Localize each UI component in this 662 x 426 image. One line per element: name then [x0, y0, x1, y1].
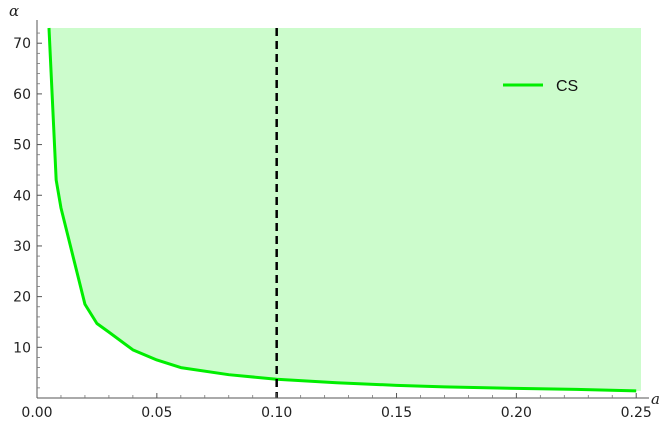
x-tick-label: 0.10 [261, 405, 292, 421]
x-tick-label: 0.00 [21, 405, 52, 421]
series-layer [47, 27, 637, 393]
axes-layer: 0.00 0.05 0.10 0.15 0.20 0.25 10 20 30 40 50 60 70 α a [9, 2, 660, 421]
y-tick-label: 40 [13, 188, 31, 204]
x-axis-label: a [651, 390, 660, 408]
x-tick-label: 0.05 [141, 405, 172, 421]
legend-label-0: CS [556, 78, 578, 95]
x-tick-label: 0.25 [621, 405, 652, 421]
y-axis-label: α [9, 2, 19, 20]
x-tick-label: 0.20 [501, 405, 532, 421]
y-tick-label: 30 [13, 239, 31, 255]
y-tick-label: 20 [13, 290, 31, 306]
x-tick-label: 0.15 [381, 405, 412, 421]
legend: CS [503, 78, 578, 95]
y-tick-label: 70 [13, 36, 31, 52]
shaded-region-layer [48, 28, 641, 391]
y-tick-label: 10 [13, 340, 31, 356]
series-line-0 [47, 27, 637, 393]
shaded-region-0 [48, 28, 641, 391]
y-tick-label: 60 [13, 87, 31, 103]
y-tick-label: 50 [13, 138, 31, 154]
